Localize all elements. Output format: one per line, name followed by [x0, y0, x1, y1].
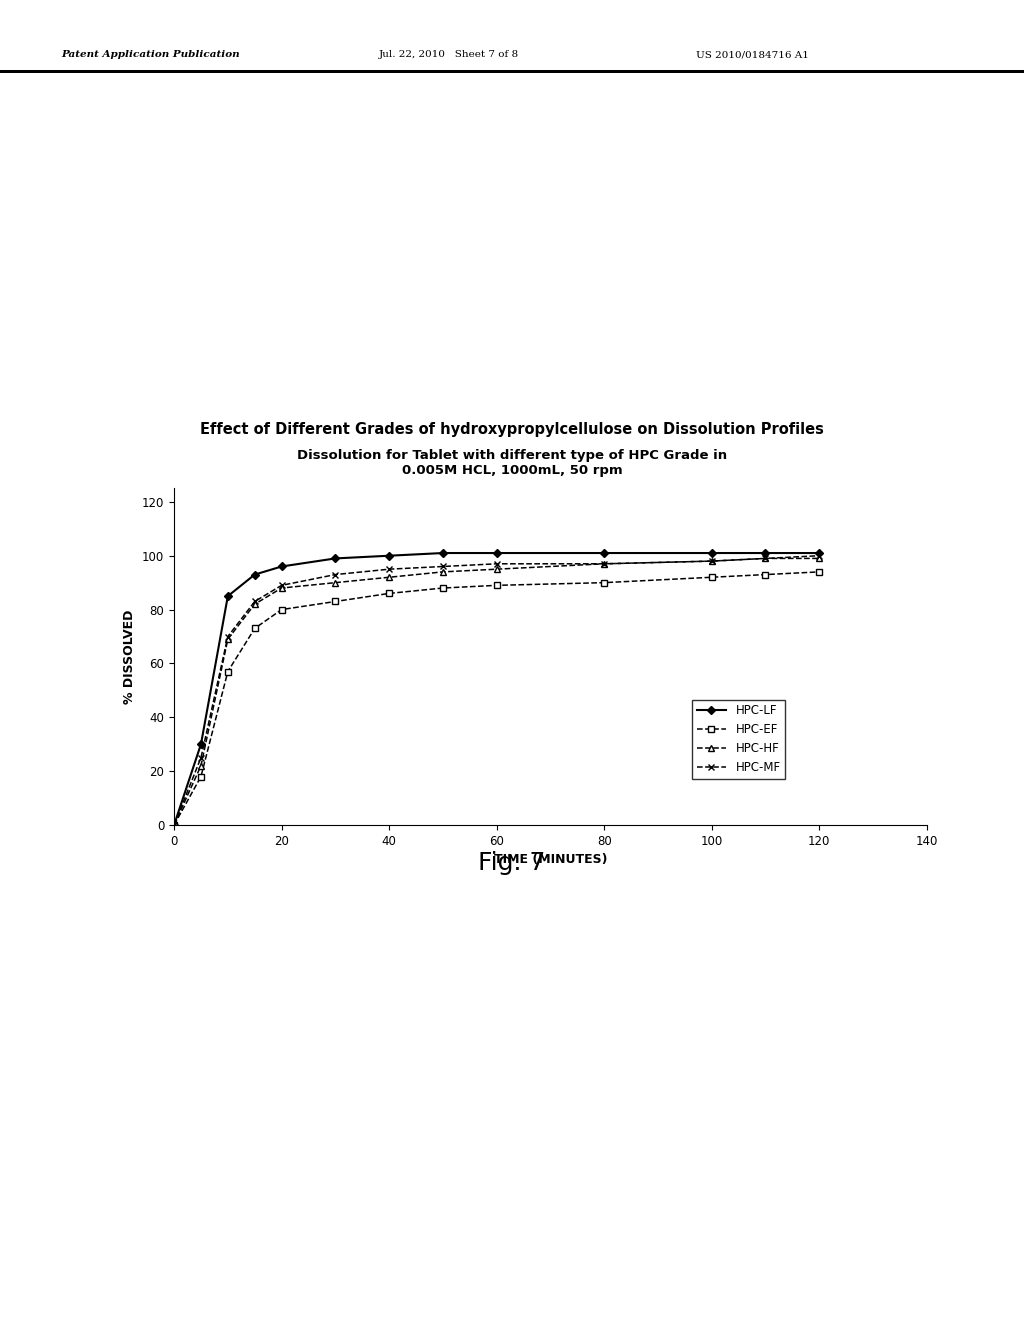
Text: Fig. 7: Fig. 7: [478, 851, 546, 875]
HPC-HF: [759, 550, 772, 566]
HPC-MF: [813, 548, 825, 564]
Text: Effect of Different Grades of hydroxypropylcellulose on Dissolution Profiles: Effect of Different Grades of hydroxypro…: [200, 422, 824, 437]
HPC-MF: [759, 550, 772, 566]
X-axis label: TIME (MINUTES): TIME (MINUTES): [494, 853, 607, 866]
HPC-EF: [195, 768, 207, 784]
HPC-MF: [168, 817, 180, 833]
Line: HPC-MF: HPC-MF: [171, 552, 822, 829]
HPC-EF: [330, 594, 342, 610]
HPC-MF: [436, 558, 449, 574]
HPC-LF: [759, 545, 772, 561]
HPC-LF: [383, 548, 395, 564]
HPC-MF: [195, 750, 207, 766]
HPC-MF: [598, 556, 610, 572]
HPC-LF: [275, 558, 288, 574]
HPC-LF: [436, 545, 449, 561]
HPC-EF: [168, 817, 180, 833]
HPC-HF: [221, 631, 233, 647]
HPC-LF: [490, 545, 503, 561]
HPC-MF: [383, 561, 395, 577]
HPC-HF: [706, 553, 718, 569]
HPC-MF: [249, 594, 261, 610]
HPC-HF: [195, 758, 207, 774]
HPC-EF: [813, 564, 825, 579]
HPC-HF: [249, 597, 261, 612]
HPC-HF: [383, 569, 395, 585]
Text: Jul. 22, 2010   Sheet 7 of 8: Jul. 22, 2010 Sheet 7 of 8: [379, 50, 519, 59]
HPC-MF: [221, 628, 233, 644]
HPC-EF: [383, 586, 395, 602]
HPC-HF: [275, 579, 288, 595]
Y-axis label: % DISSOLVED: % DISSOLVED: [124, 610, 136, 704]
HPC-HF: [490, 561, 503, 577]
Line: HPC-LF: HPC-LF: [171, 550, 822, 828]
HPC-MF: [330, 566, 342, 582]
Line: HPC-HF: HPC-HF: [171, 556, 822, 828]
HPC-MF: [706, 553, 718, 569]
HPC-HF: [436, 564, 449, 579]
HPC-HF: [598, 556, 610, 572]
HPC-EF: [221, 664, 233, 680]
HPC-LF: [221, 589, 233, 605]
HPC-LF: [195, 737, 207, 752]
Legend: HPC-LF, HPC-EF, HPC-HF, HPC-MF: HPC-LF, HPC-EF, HPC-HF, HPC-MF: [692, 700, 785, 779]
HPC-MF: [490, 556, 503, 572]
HPC-EF: [706, 569, 718, 585]
HPC-LF: [706, 545, 718, 561]
Text: Dissolution for Tablet with different type of HPC Grade in
0.005M HCL, 1000mL, 5: Dissolution for Tablet with different ty…: [297, 449, 727, 477]
HPC-LF: [598, 545, 610, 561]
HPC-EF: [759, 566, 772, 582]
HPC-HF: [813, 550, 825, 566]
HPC-EF: [598, 574, 610, 590]
HPC-LF: [168, 817, 180, 833]
HPC-LF: [813, 545, 825, 561]
Text: Patent Application Publication: Patent Application Publication: [61, 50, 240, 59]
HPC-MF: [275, 577, 288, 593]
HPC-LF: [330, 550, 342, 566]
Text: US 2010/0184716 A1: US 2010/0184716 A1: [696, 50, 809, 59]
HPC-EF: [275, 602, 288, 618]
HPC-HF: [168, 817, 180, 833]
Line: HPC-EF: HPC-EF: [171, 569, 822, 828]
HPC-HF: [330, 574, 342, 590]
HPC-EF: [490, 577, 503, 593]
HPC-EF: [249, 620, 261, 636]
HPC-EF: [436, 579, 449, 595]
HPC-LF: [249, 566, 261, 582]
